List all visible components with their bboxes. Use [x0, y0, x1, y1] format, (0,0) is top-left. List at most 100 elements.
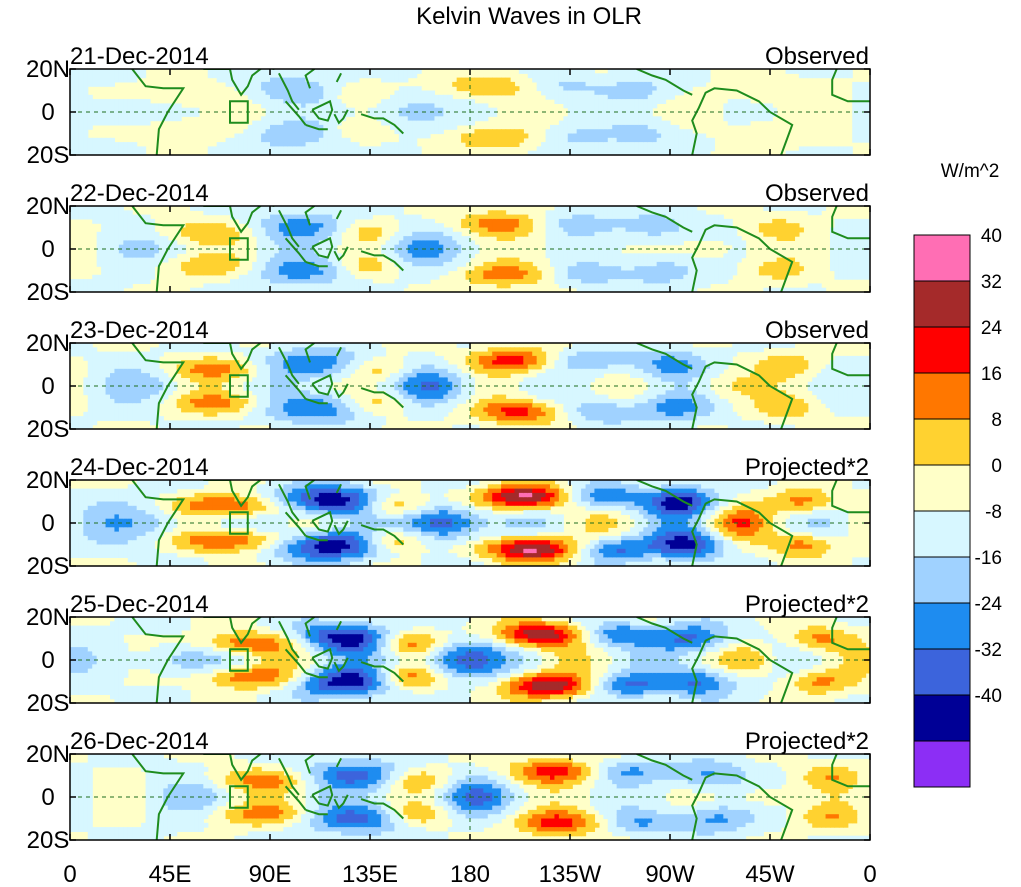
field-cell — [141, 257, 147, 263]
field-cell — [701, 236, 707, 241]
field-cell — [501, 274, 507, 280]
field-cell — [692, 81, 698, 87]
field-cell — [643, 287, 649, 292]
field-cell — [865, 249, 870, 254]
field-cell — [438, 257, 444, 263]
field-cell — [701, 133, 707, 139]
field-cell — [265, 287, 271, 292]
field-cell — [545, 77, 551, 83]
field-cell — [287, 150, 293, 155]
field-cell — [110, 218, 116, 224]
field-cell — [674, 270, 680, 276]
field-cell — [145, 390, 151, 396]
field-cell — [278, 116, 284, 122]
field-cell — [621, 261, 627, 267]
field-cell — [452, 244, 458, 250]
field-cell — [821, 287, 827, 292]
field-cell — [296, 81, 302, 87]
field-cell — [230, 420, 236, 426]
field-cell — [563, 73, 569, 79]
field-cell — [616, 218, 622, 224]
field-cell — [407, 253, 413, 259]
field-cell — [74, 69, 80, 74]
field-cell — [194, 390, 200, 396]
field-cell — [327, 146, 333, 152]
field-cell — [447, 261, 453, 267]
field-cell — [425, 244, 431, 250]
field-cell — [856, 107, 862, 113]
field-cell — [852, 266, 858, 272]
field-cell — [341, 146, 347, 152]
field-cell — [127, 249, 133, 254]
field-cell — [136, 398, 142, 404]
field-cell — [501, 129, 507, 135]
field-cell — [452, 107, 458, 113]
field-cell — [710, 270, 716, 276]
field-cell — [123, 279, 129, 284]
field-cell — [865, 218, 870, 224]
field-cell — [558, 270, 564, 276]
field-cell — [132, 390, 138, 396]
field-cell — [394, 150, 400, 155]
field-cell — [674, 137, 680, 143]
field-cell — [172, 253, 178, 259]
field-cell — [638, 73, 644, 79]
field-cell — [238, 403, 244, 409]
field-cell — [590, 210, 596, 216]
field-cell — [167, 347, 173, 353]
field-cell — [465, 236, 471, 241]
field-cell — [336, 142, 342, 147]
field-cell — [558, 223, 564, 229]
field-cell — [821, 146, 827, 152]
field-cell — [647, 99, 653, 104]
field-cell — [576, 86, 582, 92]
field-cell — [763, 287, 769, 292]
field-cell — [314, 150, 320, 155]
field-cell — [301, 227, 307, 233]
field-cell — [638, 77, 644, 83]
field-cell — [105, 270, 111, 276]
field-cell — [296, 244, 302, 250]
field-cell — [278, 244, 284, 250]
field-cell — [612, 73, 618, 79]
field-cell — [501, 236, 507, 241]
field-cell — [794, 287, 800, 292]
field-cell — [381, 249, 387, 254]
field-cell — [501, 81, 507, 87]
field-cell — [701, 146, 707, 152]
field-cell — [221, 266, 227, 272]
field-cell — [558, 94, 564, 100]
field-cell — [687, 266, 693, 272]
field-cell — [87, 364, 93, 370]
field-cell — [665, 270, 671, 276]
field-cell — [692, 270, 698, 276]
field-cell — [83, 279, 89, 284]
field-cell — [563, 69, 569, 74]
field-cell — [554, 146, 560, 152]
field-cell — [314, 266, 320, 272]
field-cell — [154, 377, 160, 383]
field-cell — [252, 274, 258, 280]
field-cell — [270, 214, 276, 220]
field-cell — [736, 103, 742, 109]
field-cell — [572, 214, 578, 220]
field-cell — [238, 137, 244, 143]
field-cell — [852, 244, 858, 250]
field-cell — [461, 257, 467, 263]
field-cell — [252, 146, 258, 152]
field-cell — [443, 231, 449, 237]
field-cell — [167, 386, 173, 391]
field-cell — [74, 133, 80, 139]
field-cell — [96, 279, 102, 284]
field-cell — [207, 407, 213, 413]
field-cell — [283, 120, 289, 126]
field-cell — [132, 381, 138, 387]
field-cell — [145, 403, 151, 409]
field-cell — [430, 94, 436, 100]
field-cell — [145, 398, 151, 404]
field-cell — [132, 218, 138, 224]
field-cell — [141, 120, 147, 126]
field-cell — [270, 240, 276, 246]
field-cell — [518, 129, 524, 135]
field-cell — [732, 116, 738, 122]
